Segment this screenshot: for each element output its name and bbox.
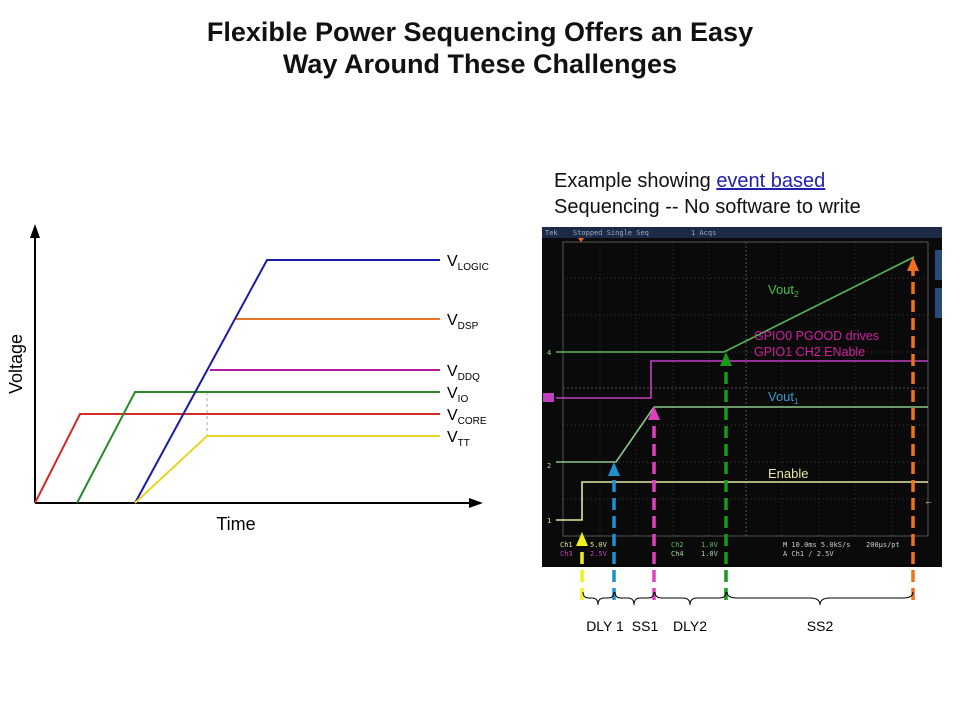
scope-brand: Tek [545,229,558,237]
marker-2: 2 [547,462,551,470]
scope-footer: Ch1 5.0V Ch3 2.5V Ch2 1.0V Ch4 1.0V M 10… [560,541,900,558]
trigger-position-marker [578,238,584,242]
y-axis-arrow [30,224,40,238]
brace-ss1 [614,591,655,606]
graticule [563,242,928,536]
footer-ch2v: 1.0V [701,541,719,549]
x-axis-label: Time [216,514,255,534]
x-axis-arrow [469,498,483,508]
scope-state: Stopped Single Seq [573,229,649,237]
label-gpio-line2: GPIO1 CH2 ENable [754,345,865,359]
label-vout2: Vout2 [768,282,799,299]
scope-header-bar [542,227,942,238]
marker-1: 1 [547,517,551,525]
footer-ch1v: 5.0V [590,541,608,549]
scope-background [542,227,942,567]
arrow-enable-head [576,532,588,546]
brace-ss2 [726,591,914,606]
rail-label-io: VIO [447,385,468,405]
y-axis-label: Voltage [6,334,26,394]
trace-vout2 [556,256,915,353]
rail-label-logic: VLOGIC [447,253,489,273]
label-vout1: Vout1 [768,389,799,406]
scope-right-tab-2 [935,288,942,318]
arrow-dly2-head [720,352,732,366]
label-enable: Enable [768,466,808,481]
example-line-1: Example showing event based [554,170,826,192]
arrow-dly1-head [608,462,620,476]
footer-ch1: Ch1 [560,541,573,549]
marker-3 [543,393,554,402]
footer-timebase: M 10.0ms 5.0kS/s [783,541,850,549]
footer-ch2: Ch2 [671,541,684,549]
brace-dly1 [582,591,615,606]
footer-ch4v: 1.0V [701,550,719,558]
trace-enable [556,481,928,521]
title-line-1: Flexible Power Sequencing Offers an Easy [206,17,754,47]
graticule-border [562,241,929,537]
rail-core-line [34,413,440,504]
interval-label-ss1: SS1 [632,618,659,634]
trace-vout1 [556,406,928,463]
rail-io-line [76,391,440,504]
brace-dly2 [654,591,727,606]
interval-label-ss2: SS2 [807,618,834,634]
title-line-2: Way Around These Challenges [282,49,678,79]
scope-acqs: 1 Acqs [691,229,716,237]
scope-right-tab-1 [935,250,942,280]
rail-logic-line [134,259,440,504]
footer-trigger: A Ch1 ∕ 2.5V [783,550,834,558]
rail-label-ddq: VDDQ [447,363,480,383]
interval-label-dly1: DLY 1 [586,618,624,634]
event-based-link[interactable]: event based [716,170,826,192]
arrow-ss1-head [648,406,660,420]
rail-label-dsp: VDSP [447,312,479,332]
example-line-2: Sequencing -- No software to write [554,196,861,218]
trace-gpio-enable [556,360,928,399]
footer-ch3v: 2.5V [590,550,608,558]
footer-ch4: Ch4 [671,550,684,558]
rail-label-tt: VTT [447,429,470,449]
footer-sample: 200µs/pt [866,541,900,549]
example-caption: Example showing event based Sequencing -… [554,168,861,220]
interval-label-dly2: DLY2 [673,618,707,634]
arrow-ss2-head [907,257,919,271]
trigger-level-marker: ← [924,496,933,506]
label-gpio-line1: GPIO0 PGOOD drives [754,329,879,343]
footer-ch3: Ch3 [560,550,573,558]
rail-label-core: VCORE [447,407,487,427]
marker-4: 4 [547,349,551,357]
rail-tt-line [134,435,440,504]
slide-title: Flexible Power Sequencing Offers an Easy… [0,16,960,80]
